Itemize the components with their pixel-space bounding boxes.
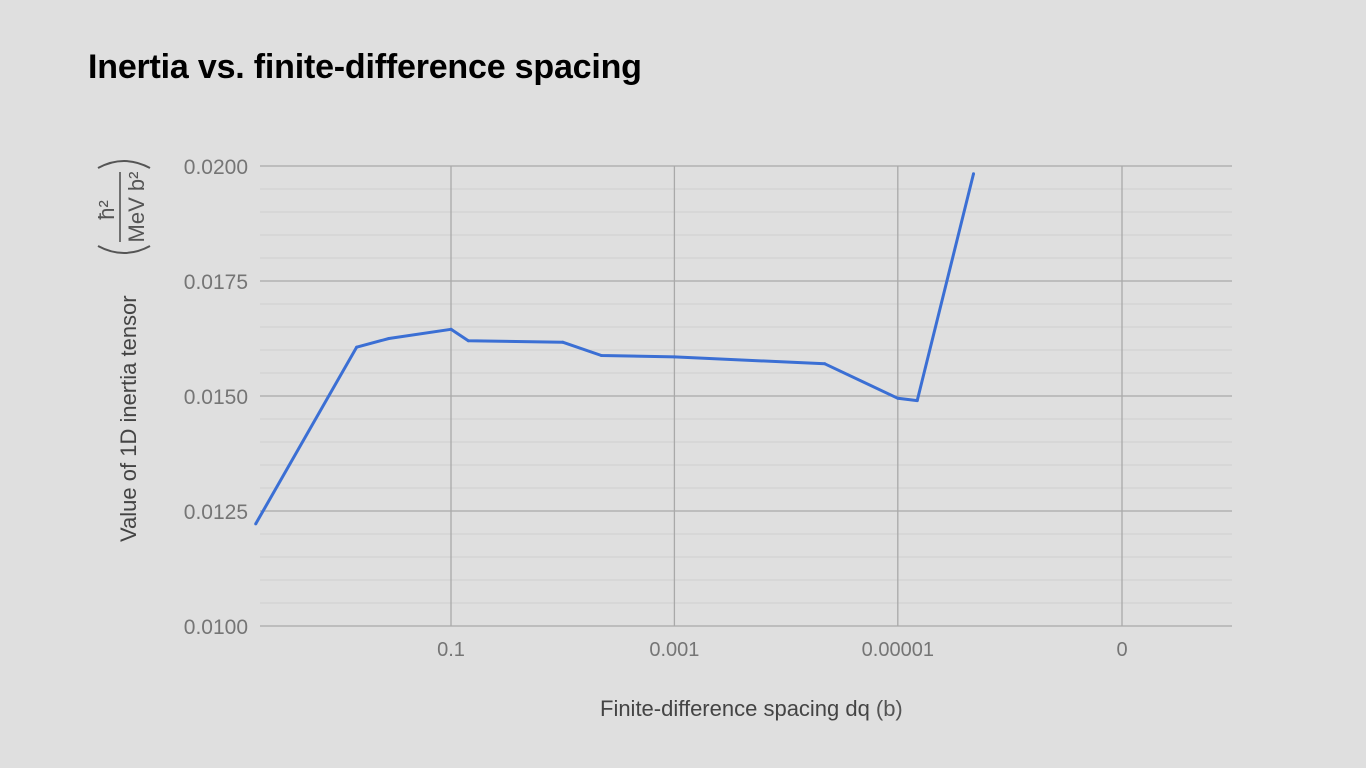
major-gridlines-y bbox=[260, 165, 1232, 627]
y-axis-ticks: 0.0200 0.0175 0.0150 0.0125 0.0100 bbox=[184, 156, 248, 639]
x-tick-label: 0 bbox=[1116, 639, 1127, 661]
chart-title: Inertia vs. finite-difference spacing bbox=[88, 48, 642, 86]
data-point bbox=[672, 355, 676, 359]
x-tick-label: 0.001 bbox=[649, 639, 699, 661]
y-axis-unit: ħ² MeV b² bbox=[94, 160, 151, 254]
unit-right-paren bbox=[97, 160, 151, 169]
data-point bbox=[449, 327, 453, 331]
y-axis-title: Value of 1D inertia tensor ħ² MeV b² bbox=[94, 160, 151, 542]
data-point bbox=[254, 522, 258, 526]
data-point bbox=[915, 399, 919, 403]
y-tick-label: 0.0150 bbox=[184, 386, 248, 409]
data-point bbox=[972, 172, 975, 176]
y-tick-label: 0.0125 bbox=[184, 501, 248, 524]
unit-numerator: ħ² bbox=[94, 200, 119, 220]
major-gridlines-x bbox=[450, 166, 1123, 626]
data-point bbox=[561, 340, 565, 344]
x-axis-ticks: 0.1 0.001 0.00001 0 bbox=[437, 639, 1127, 661]
x-axis-unit: (b) bbox=[876, 696, 903, 721]
series-layer bbox=[254, 172, 975, 526]
data-point bbox=[896, 396, 900, 400]
data-point bbox=[466, 339, 470, 343]
series-line bbox=[254, 173, 975, 525]
data-point bbox=[387, 337, 391, 340]
y-axis-label: Value of 1D inertia tensor bbox=[116, 295, 141, 542]
data-point bbox=[355, 345, 359, 349]
data-point bbox=[823, 362, 827, 366]
x-axis-title: Finite-difference spacing dq (b) bbox=[600, 696, 903, 721]
y-tick-label: 0.0100 bbox=[184, 616, 248, 639]
unit-left-paren bbox=[97, 245, 151, 254]
unit-denominator: MeV b² bbox=[124, 172, 149, 243]
x-tick-label: 0.00001 bbox=[862, 639, 934, 661]
y-tick-label: 0.0200 bbox=[184, 156, 248, 179]
x-tick-label: 0.1 bbox=[437, 639, 465, 661]
x-axis-label: Finite-difference spacing dq bbox=[600, 696, 870, 721]
y-tick-label: 0.0175 bbox=[184, 271, 248, 294]
data-point bbox=[599, 354, 603, 357]
minor-gridlines bbox=[260, 188, 1232, 604]
